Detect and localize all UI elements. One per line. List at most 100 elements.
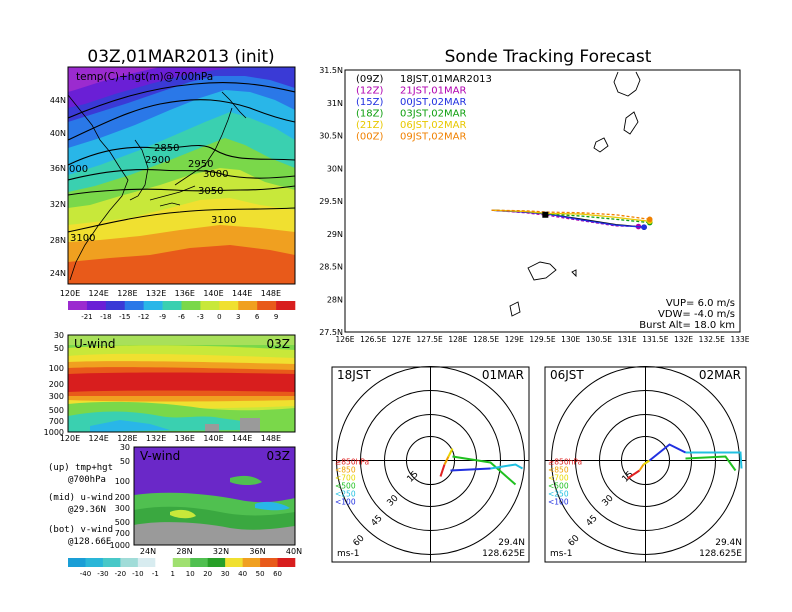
lat-tick-label: 32N — [50, 200, 66, 209]
wind-trace — [439, 464, 446, 477]
right-title: Sonde Tracking Forecast — [445, 47, 652, 67]
colorbar-tick: -10 — [132, 570, 143, 578]
colorbar-tick: 3 — [236, 313, 240, 321]
lon-tick-label: 148E — [261, 289, 281, 298]
lon-tick-label: 140E — [203, 434, 223, 443]
colorbar-tick: 60 — [273, 570, 282, 578]
colorbar-tick: 10 — [186, 570, 195, 578]
launch-time: 03JST,02MAR — [400, 109, 467, 120]
colorbar-swatch — [124, 301, 144, 310]
pressure-tick: 30 — [120, 443, 130, 452]
wind-trace — [447, 448, 454, 457]
lat-tick-label: 29N — [327, 230, 343, 239]
v-wind-time: 03Z — [267, 449, 291, 463]
level-legend: <250 — [335, 490, 356, 499]
colorbar-swatch — [68, 301, 88, 310]
hodograph-time: 18JST — [337, 368, 371, 382]
track-map-frame — [344, 69, 741, 333]
lon-tick-label: 132E — [146, 434, 166, 443]
lon-tick-label: 126.5E — [360, 335, 386, 344]
wind-trace — [490, 463, 523, 470]
lat-tick-label: 28N — [327, 295, 343, 304]
v-wind-label: V-wind — [140, 449, 180, 463]
track-lat-axis: 31.5N 31N 30.5N 30N 29.5N 29N 28.5N 28N 27.5N — [319, 66, 343, 337]
upper-colorbar: -21 -18 -15 -12 -9 -6 -3 0 3 6 9 — [68, 301, 296, 321]
v-wind-frame — [133, 446, 296, 546]
colorbar-tick: -21 — [81, 313, 92, 321]
legend-up: (up) tmp+hgt — [48, 463, 113, 473]
lat-tick-label: 29.5N — [319, 197, 343, 206]
hodograph-time: 06JST — [550, 368, 584, 382]
colorbar-swatch — [137, 558, 156, 567]
launch-time: 09JST,02MAR — [400, 132, 467, 143]
colorbar-tick: -18 — [100, 313, 111, 321]
level-legend: <500 — [548, 482, 569, 491]
colorbar-swatch — [190, 558, 208, 567]
level-legend: <850 — [335, 466, 356, 475]
lat-tick-label: 28.5N — [319, 263, 343, 272]
colorbar-swatch — [172, 558, 191, 567]
hodograph-right: 06JST 02MAR15304560≥850hPa<850<700<500<25… — [544, 366, 747, 563]
level-legend: ≥850hPa — [548, 458, 582, 467]
u-wind-y-axis: 30 50 100 200 300 500 700 1000 — [44, 331, 64, 437]
launch-time: 00JST,02MAR — [400, 97, 467, 108]
lon-tick-label: 130E — [561, 335, 580, 344]
hodograph-lon: 128.625E — [699, 549, 742, 559]
track-line — [491, 209, 650, 222]
sonde-tracks — [491, 209, 653, 230]
lon-tick-label: 132.5E — [699, 335, 725, 344]
colorbar-swatch — [120, 558, 139, 567]
u-wind-label: U-wind — [74, 337, 115, 351]
track-lon-axis: 126E 126.5E 127E 127.5E 128E 128.5E 129E 129.5E… — [335, 335, 749, 344]
wind-trace — [648, 443, 686, 462]
colorbar-swatch — [200, 301, 220, 310]
wind-trace — [685, 451, 743, 469]
pressure-tick: 300 — [115, 504, 130, 513]
colorbar-swatch — [105, 301, 126, 310]
colorbar-tick: 6 — [255, 313, 260, 321]
v-wind-x-axis: 24N 28N 32N 36N 40N — [140, 547, 302, 556]
wind-trace — [638, 463, 645, 472]
lat-tick-label: 40N — [50, 129, 66, 138]
v-wind-y-axis: 30 50 100 200 300 500 700 1000 — [110, 443, 130, 550]
colorbar-tick: -12 — [138, 313, 149, 321]
upper-field-label: temp(C)+hgt(m)@700hPa — [76, 71, 213, 83]
u-wind-frame — [67, 334, 296, 433]
panel-legend: (up) tmp+hgt @700hPa (mid) u-wind @29.36… — [48, 463, 113, 547]
launch-code: (12Z) — [356, 86, 383, 97]
lat-tick-label: 24N — [50, 269, 66, 278]
colorbar-swatch — [242, 558, 261, 567]
left-title: 03Z,01MAR2013 (init) — [87, 47, 274, 67]
colorbar-swatch — [277, 558, 296, 567]
lon-tick-label: 126E — [335, 335, 354, 344]
colorbar-swatch — [276, 301, 296, 310]
colorbar-swatch — [102, 558, 121, 567]
colorbar-swatch — [155, 558, 174, 567]
pressure-tick: 50 — [120, 457, 130, 466]
lon-tick-label: 131.5E — [642, 335, 668, 344]
track-end-point — [641, 224, 647, 230]
u-wind-panel — [68, 335, 295, 432]
contour-label: 3000 — [203, 169, 228, 180]
lat-tick-label: 30.5N — [319, 132, 343, 141]
lat-tick-label: 24N — [140, 547, 156, 556]
upper-lat-axis: 44N 40N 36N 32N 28N 24N — [50, 96, 66, 278]
legend-up-level: @700hPa — [68, 475, 106, 485]
lon-tick-label: 128E — [448, 335, 467, 344]
wind-trace — [626, 469, 641, 480]
pressure-tick: 50 — [54, 344, 64, 353]
pressure-tick: 700 — [49, 417, 64, 426]
legend-mid: (mid) u-wind — [48, 493, 113, 503]
colorbar-swatch — [225, 558, 243, 567]
pressure-tick: 1000 — [110, 541, 130, 550]
colorbar-tick: -1 — [152, 570, 159, 578]
lat-tick-label: 40N — [286, 547, 302, 556]
upper-lon-axis: 120E 124E 128E 132E 136E 140E 144E 148E — [60, 289, 281, 298]
track-map-coastlines — [509, 71, 641, 317]
pressure-tick: 1000 — [44, 428, 64, 437]
v-wind-panel — [134, 447, 295, 545]
lon-tick-label: 128E — [117, 289, 137, 298]
lat-tick-label: 31.5N — [319, 66, 343, 75]
lon-tick-label: 124E — [89, 289, 109, 298]
